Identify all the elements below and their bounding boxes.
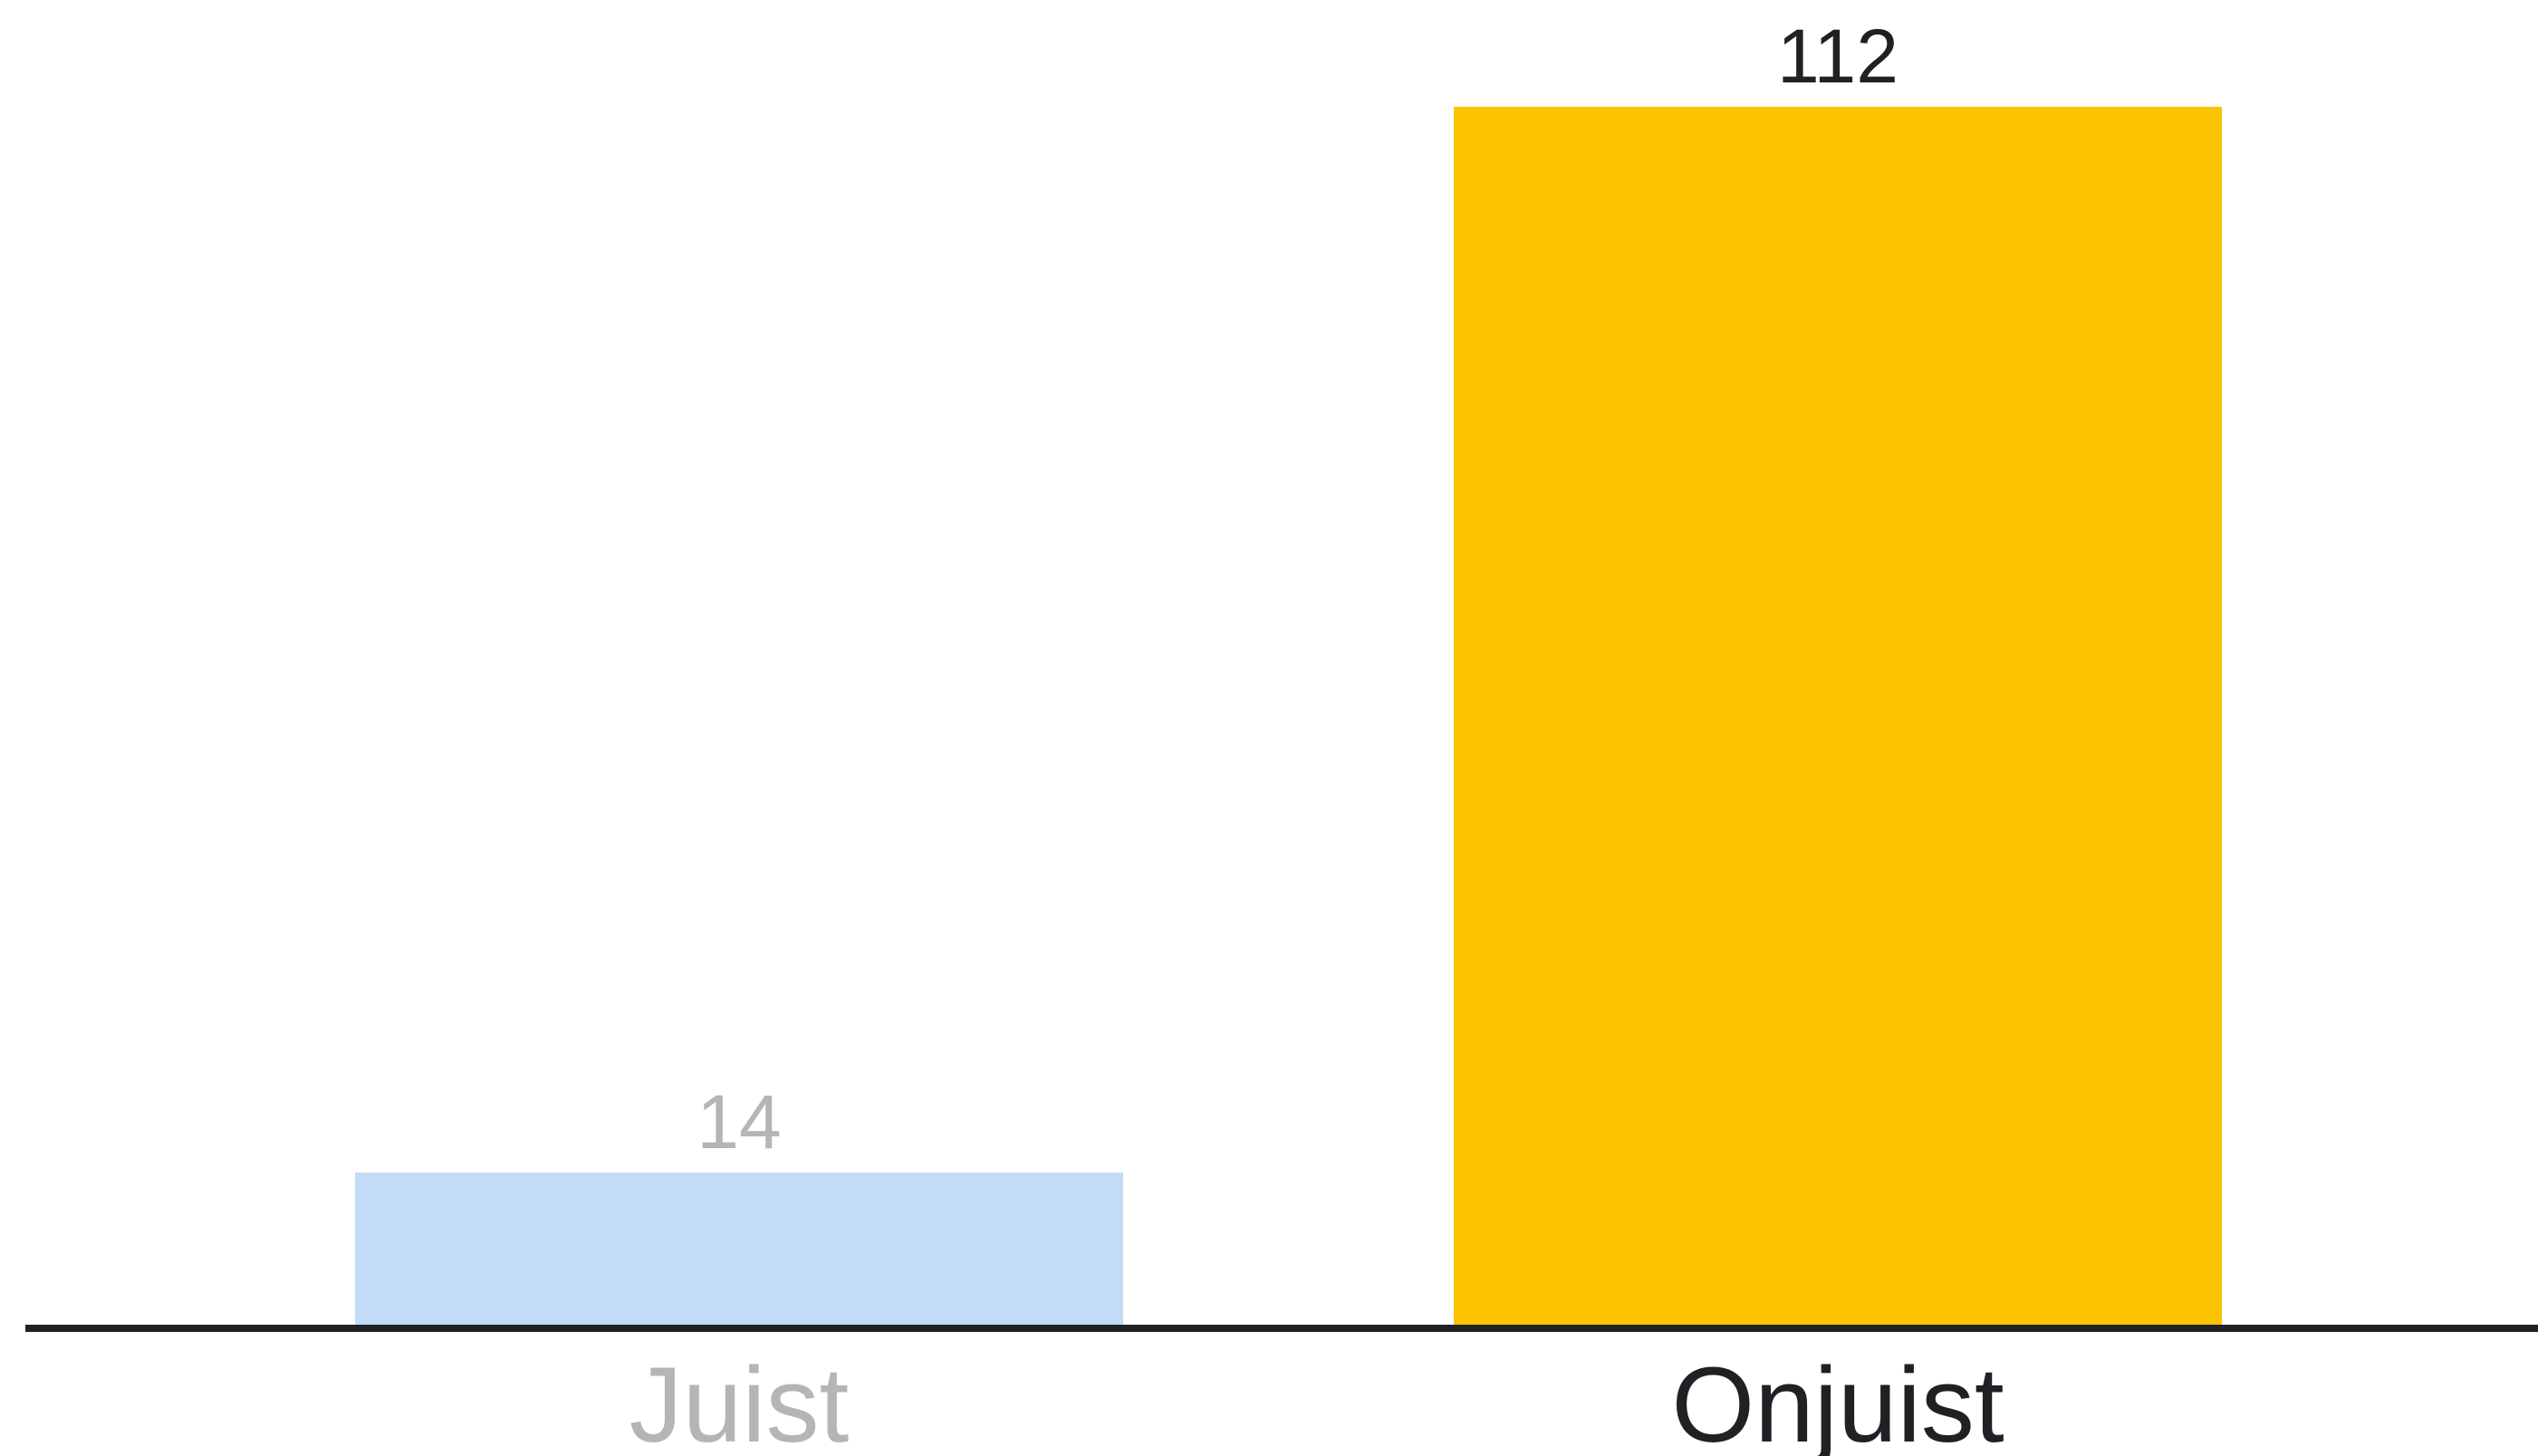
- bars-group: [355, 107, 2222, 1325]
- value-label-juist: 14: [697, 1079, 781, 1164]
- category-label-onjuist: Onjuist: [1671, 1346, 2004, 1456]
- value-labels-group: 14 112: [697, 14, 1899, 1164]
- bar-juist: [355, 1172, 1123, 1325]
- value-label-onjuist: 112: [1777, 14, 1899, 99]
- category-label-juist: Juist: [630, 1346, 850, 1456]
- bar-onjuist: [1454, 107, 2222, 1325]
- category-labels-group: Juist Onjuist: [630, 1346, 2004, 1456]
